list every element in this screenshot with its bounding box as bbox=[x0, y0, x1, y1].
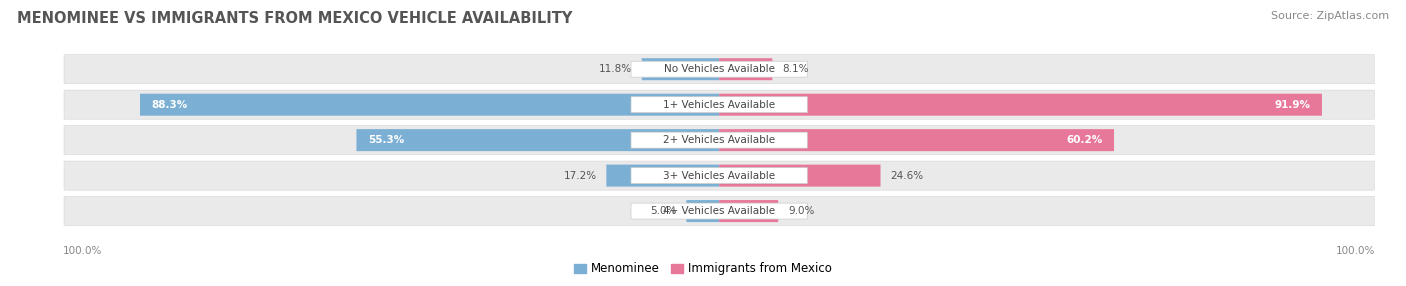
Legend: Menominee, Immigrants from Mexico: Menominee, Immigrants from Mexico bbox=[569, 258, 837, 280]
Text: 5.0%: 5.0% bbox=[650, 206, 676, 216]
Text: 3+ Vehicles Available: 3+ Vehicles Available bbox=[664, 171, 775, 180]
Text: Source: ZipAtlas.com: Source: ZipAtlas.com bbox=[1271, 11, 1389, 21]
Text: 24.6%: 24.6% bbox=[890, 171, 924, 180]
Text: 55.3%: 55.3% bbox=[368, 135, 404, 145]
Text: 91.9%: 91.9% bbox=[1275, 100, 1310, 110]
Text: 4+ Vehicles Available: 4+ Vehicles Available bbox=[664, 206, 775, 216]
Text: No Vehicles Available: No Vehicles Available bbox=[664, 64, 775, 74]
Text: 2+ Vehicles Available: 2+ Vehicles Available bbox=[664, 135, 775, 145]
Text: 60.2%: 60.2% bbox=[1067, 135, 1102, 145]
Text: 9.0%: 9.0% bbox=[787, 206, 814, 216]
Text: 17.2%: 17.2% bbox=[564, 171, 596, 180]
Text: 88.3%: 88.3% bbox=[152, 100, 187, 110]
Text: 100.0%: 100.0% bbox=[63, 246, 103, 256]
Text: 1+ Vehicles Available: 1+ Vehicles Available bbox=[664, 100, 775, 110]
Text: 8.1%: 8.1% bbox=[782, 64, 808, 74]
Text: 11.8%: 11.8% bbox=[599, 64, 631, 74]
Text: MENOMINEE VS IMMIGRANTS FROM MEXICO VEHICLE AVAILABILITY: MENOMINEE VS IMMIGRANTS FROM MEXICO VEHI… bbox=[17, 11, 572, 26]
Text: 100.0%: 100.0% bbox=[1336, 246, 1375, 256]
